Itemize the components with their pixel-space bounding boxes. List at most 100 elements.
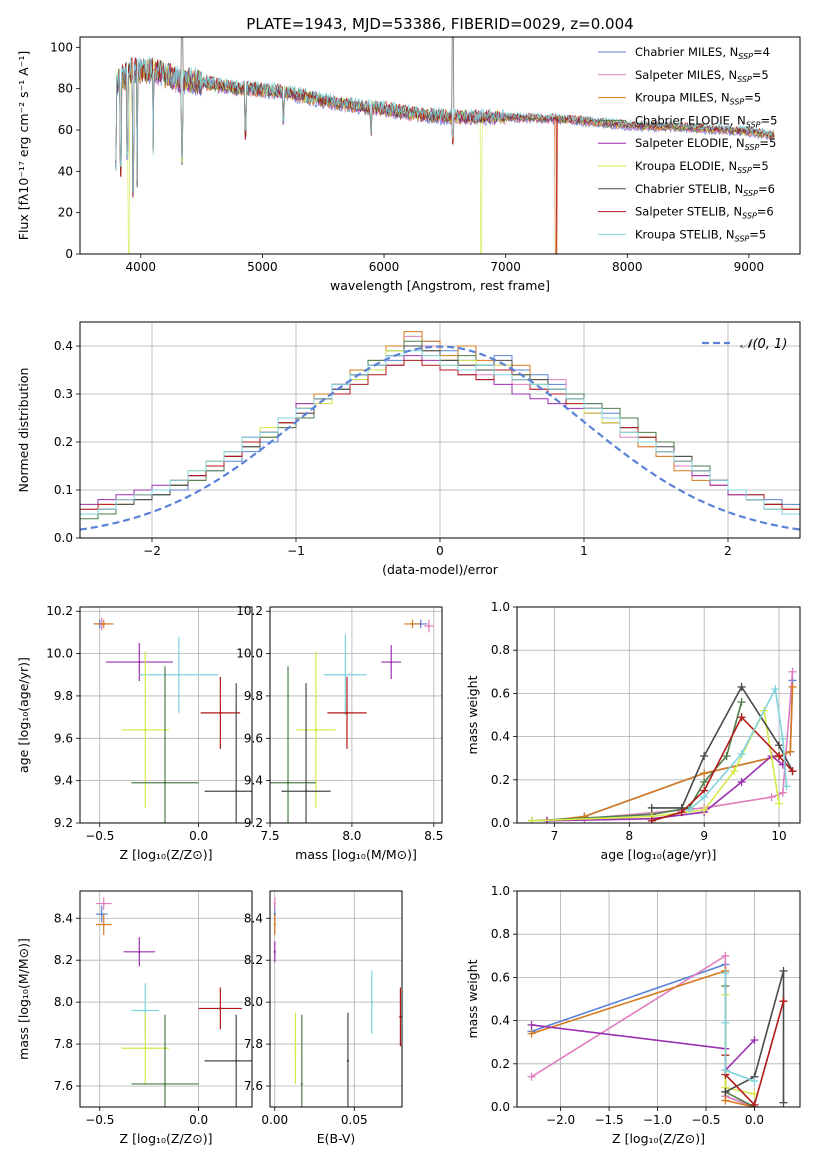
- axes-frame: [79, 321, 801, 539]
- data-point: [294, 1047, 297, 1050]
- y-tick-label: 1.0: [491, 884, 510, 898]
- data-point: [102, 923, 105, 926]
- x-tick-label: 4000: [126, 260, 157, 274]
- x-axis-label: Z [log₁₀(Z/Z⊙)]: [612, 1131, 705, 1146]
- x-tick-label: −1.5: [595, 1113, 624, 1127]
- x-tick-label: 10: [771, 829, 786, 843]
- y-tick-label: 7.8: [244, 1037, 263, 1051]
- legend-entry: Kroupa MILES, NSSP=5: [635, 91, 761, 107]
- panel-weight_vs_age: 7 8 9 10 0.0 0.2 0.4 0.6 0.8 1.0 age [log₁₀(age/yr…: [465, 600, 801, 862]
- y-tick-label: 80: [58, 82, 73, 96]
- x-tick-label: −1: [287, 544, 305, 558]
- data-point: [234, 790, 238, 793]
- y-tick-label: 9.8: [244, 689, 263, 703]
- panel-age_vs_mass: 7.5 8.0 8.5 9.2 9.4 9.6 9.8 10.0 10.2 mass [log₁₀…: [236, 604, 443, 862]
- y-tick-label: 9.4: [244, 774, 263, 788]
- legend-entry: Chabrier MILES, NSSP=4: [635, 45, 770, 61]
- y-tick-label: 0.4: [54, 339, 73, 353]
- plot-area: [527, 667, 797, 823]
- x-tick-label: −2.0: [546, 1113, 575, 1127]
- data-point: [345, 711, 349, 715]
- weight-line-salpeter-elodie: [546, 754, 784, 822]
- data-point: [144, 728, 147, 732]
- data-point: [314, 728, 318, 732]
- y-tick-label: 0.0: [491, 816, 510, 830]
- x-tick-label: 8.0: [342, 829, 361, 843]
- x-tick-label: 7000: [490, 260, 521, 274]
- y-tick-label: 0.2: [491, 773, 510, 787]
- legend-entry: Salpeter ELODIE, NSSP=5: [635, 136, 776, 152]
- y-tick-label: 9.2: [54, 816, 73, 830]
- y-axis-label: age [log₁₀(age/yr)]: [16, 657, 31, 773]
- x-tick-label: 7.5: [260, 829, 279, 843]
- weight-line-kroupa-miles: [546, 686, 794, 822]
- axes-frame: [269, 890, 403, 1108]
- weight-line-chabrier-miles: [531, 963, 755, 1107]
- y-tick-label: 20: [58, 206, 73, 220]
- y-tick-label: 0.6: [491, 970, 510, 984]
- y-tick-label: 8.2: [54, 953, 73, 967]
- x-tick-label: 7: [551, 829, 559, 843]
- y-tick-label: 8.2: [244, 953, 263, 967]
- data-point: [144, 1009, 147, 1012]
- x-tick-label: 9: [700, 829, 708, 843]
- weight-line-chabrier-stelib: [651, 685, 794, 809]
- axes-frame: [516, 890, 801, 1108]
- weight-line-chabrier-stelib: [725, 970, 785, 1103]
- data-point: [399, 1015, 402, 1019]
- data-point: [390, 660, 393, 664]
- x-tick-label: −0.5: [85, 1113, 114, 1127]
- y-tick-label: 10.0: [46, 647, 73, 661]
- data-point: [138, 950, 141, 954]
- y-tick-label: 40: [58, 164, 73, 178]
- y-tick-label: 0.8: [491, 643, 510, 657]
- legend-entry: 𝒩(0, 1): [740, 337, 787, 352]
- weight-line-chabrier-elodie: [531, 701, 743, 822]
- panel-weight_vs_Z: −2.0 −1.5 −1.0 −0.5 0.0 0.0 0.2 0.4 0.6 0.8 1.0 Z […: [465, 884, 801, 1146]
- x-tick-label: 9000: [734, 260, 765, 274]
- plot-area: [273, 897, 402, 1107]
- data-point: [346, 1059, 350, 1063]
- x-tick-label: 0.0: [189, 829, 208, 843]
- axes-frame: [79, 36, 801, 255]
- x-tick-label: −0.5: [691, 1113, 720, 1127]
- normal-curve: [80, 345, 800, 531]
- plot-area: [95, 897, 252, 1107]
- y-tick-label: 8.0: [54, 995, 73, 1009]
- data-point: [427, 624, 431, 628]
- x-axis-label: wavelength [Angstrom, rest frame]: [330, 278, 550, 293]
- data-point: [163, 1082, 167, 1086]
- data-point: [344, 673, 347, 676]
- axes-frame: [79, 890, 253, 1108]
- y-tick-label: 0.2: [491, 1057, 510, 1071]
- x-tick-label: 8: [625, 829, 633, 843]
- y-tick-label: 8.4: [54, 911, 73, 925]
- y-tick-label: 9.2: [244, 816, 263, 830]
- y-tick-label: 7.6: [244, 1079, 263, 1093]
- chart-panels: 4000 5000 6000 7000 8000 9000020406080100wave…: [16, 36, 801, 1146]
- y-axis-label: mass [log₁₀(M/M⊙)]: [16, 938, 31, 1060]
- x-axis-label: age [log₁₀(age/yr)]: [601, 847, 717, 862]
- data-point: [144, 1047, 147, 1050]
- y-tick-label: 7.8: [54, 1037, 73, 1051]
- axes-frame: [269, 606, 443, 824]
- spectrum-legend: Chabrier MILES, NSSP=4 Salpeter MILES, NS…: [598, 45, 777, 243]
- y-tick-label: 0: [65, 247, 73, 261]
- data-point: [286, 781, 290, 784]
- data-point: [219, 1007, 222, 1010]
- y-tick-label: 0.0: [54, 531, 73, 545]
- x-tick-label: 5000: [247, 260, 278, 274]
- y-tick-label: 8.4: [244, 911, 263, 925]
- plot-area: [527, 951, 788, 1107]
- legend-entry: Salpeter MILES, NSSP=5: [635, 68, 769, 84]
- data-point: [273, 950, 276, 954]
- y-tick-label: 7.6: [54, 1079, 73, 1093]
- panel-spectrum: 4000 5000 6000 7000 8000 9000 0 20 40 60 80 100 wave…: [16, 36, 801, 293]
- y-tick-label: 0.6: [491, 686, 510, 700]
- y-axis-label: Normed distribution: [16, 368, 31, 493]
- data-point: [219, 711, 222, 715]
- y-tick-label: 9.6: [244, 731, 263, 745]
- x-tick-label: −2: [143, 544, 161, 558]
- y-tick-label: 60: [58, 123, 73, 137]
- x-axis-label: Z [log₁₀(Z/Z⊙)]: [120, 1131, 213, 1146]
